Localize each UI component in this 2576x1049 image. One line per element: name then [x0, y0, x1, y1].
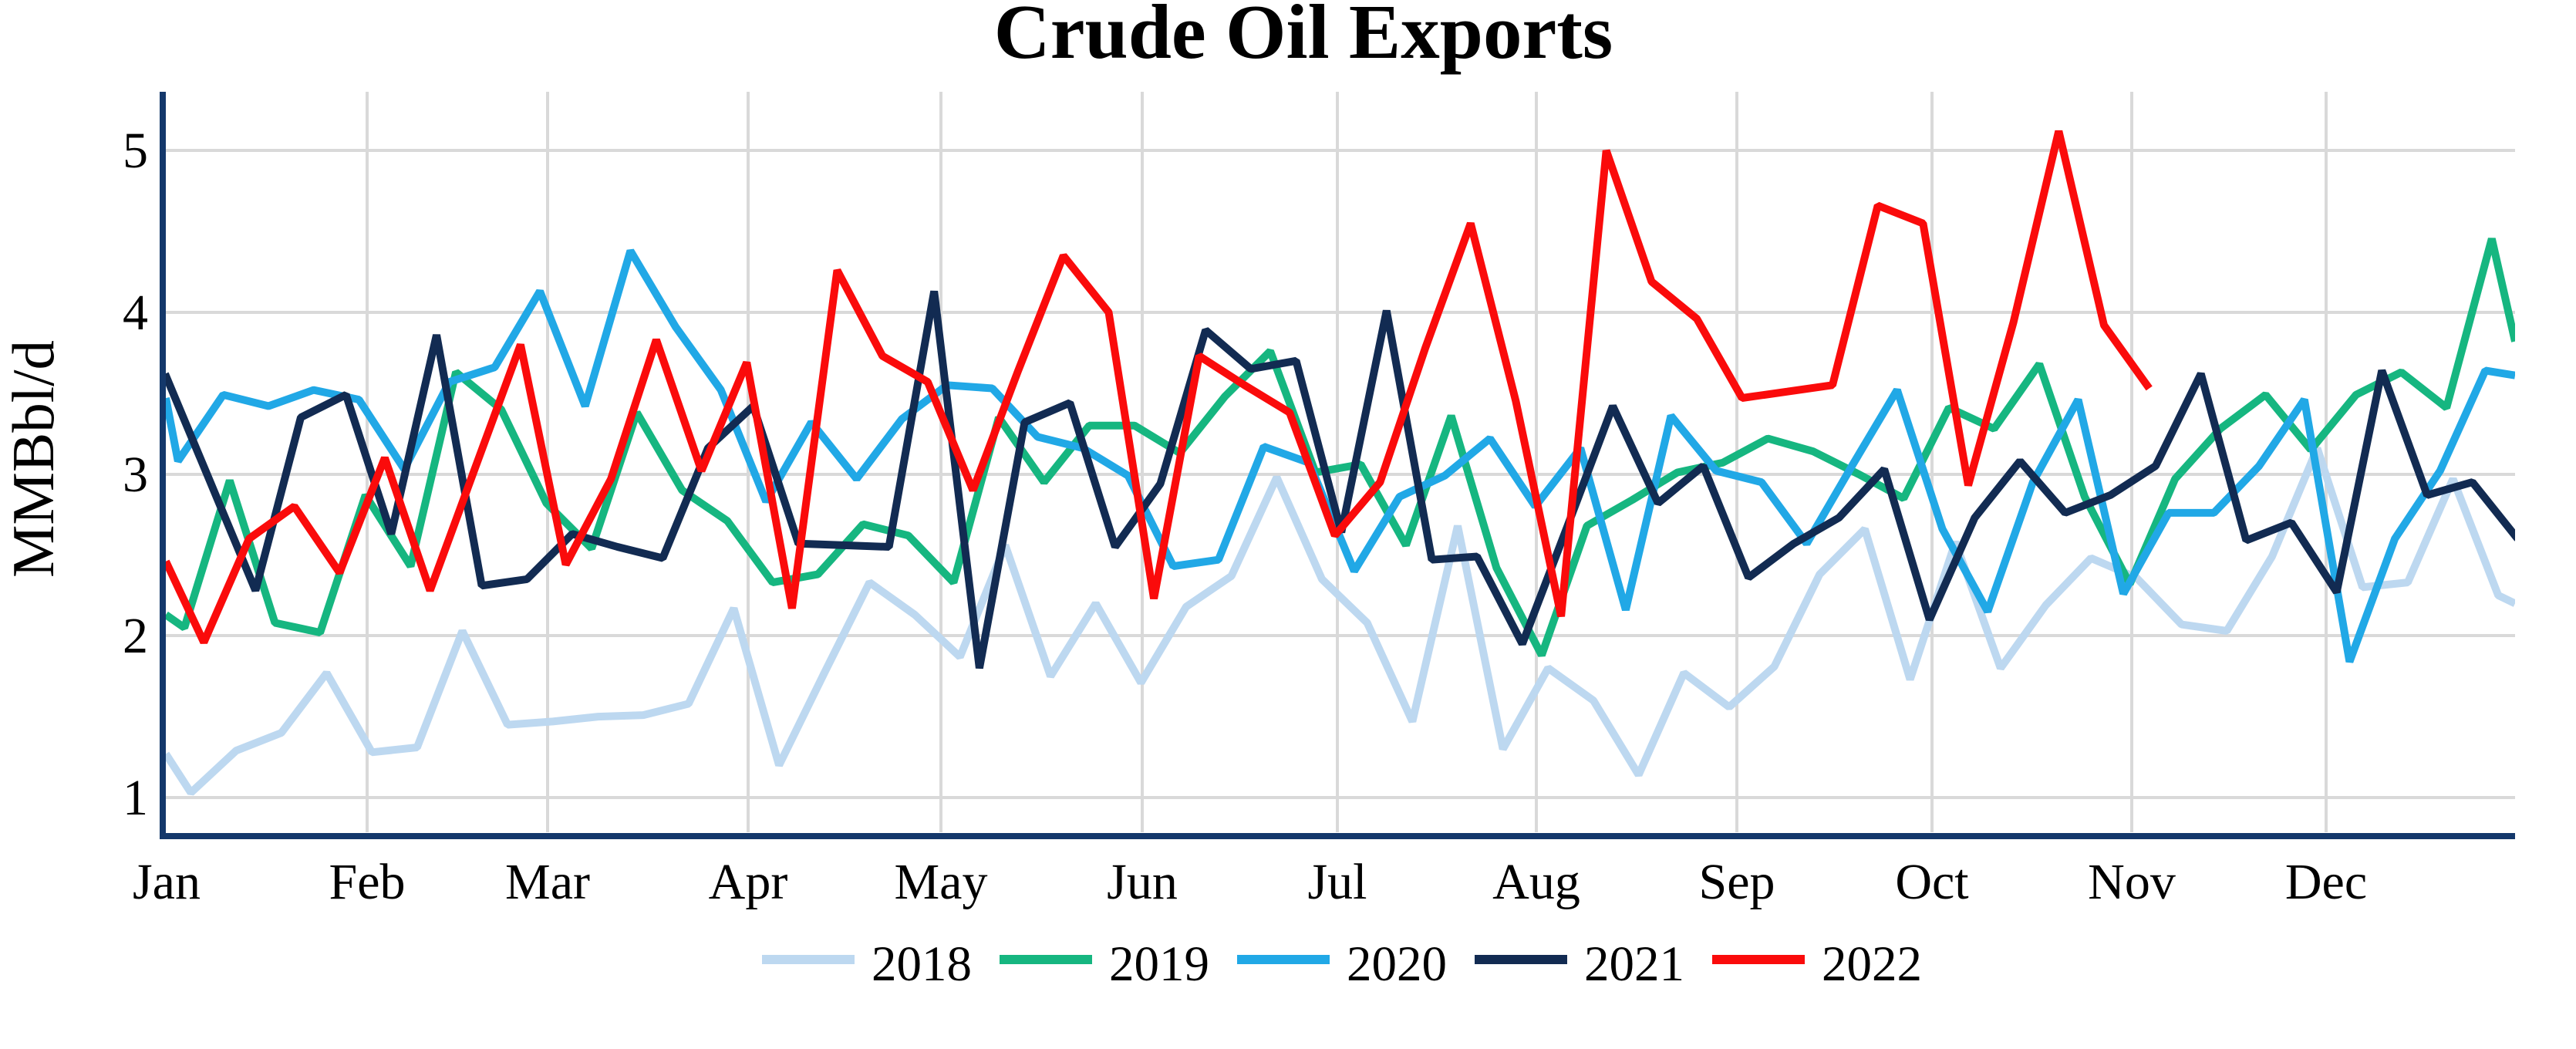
svg-text:Jan: Jan [133, 854, 201, 910]
svg-text:Sep: Sep [1699, 854, 1775, 910]
svg-text:2: 2 [123, 608, 148, 664]
svg-text:May: May [895, 854, 988, 910]
svg-text:Jul: Jul [1307, 854, 1367, 910]
svg-text:Feb: Feb [329, 854, 406, 910]
svg-text:Crude Oil Exports: Crude Oil Exports [994, 0, 1613, 75]
svg-text:Apr: Apr [709, 854, 788, 910]
svg-text:Aug: Aug [1492, 854, 1580, 910]
svg-text:5: 5 [123, 123, 148, 179]
svg-text:Nov: Nov [2088, 854, 2176, 910]
svg-text:4: 4 [123, 285, 148, 341]
svg-text:2019: 2019 [1109, 936, 1209, 992]
svg-text:Oct: Oct [1895, 854, 1968, 910]
svg-text:MMBbl/d: MMBbl/d [0, 340, 66, 578]
svg-text:Mar: Mar [505, 854, 590, 910]
svg-text:2022: 2022 [1822, 936, 1922, 992]
svg-text:Jun: Jun [1107, 854, 1178, 910]
svg-text:2021: 2021 [1584, 936, 1684, 992]
svg-text:3: 3 [123, 447, 148, 503]
svg-text:Dec: Dec [2285, 854, 2367, 910]
svg-text:1: 1 [123, 770, 148, 826]
svg-text:2020: 2020 [1347, 936, 1447, 992]
svg-text:2018: 2018 [872, 936, 972, 992]
